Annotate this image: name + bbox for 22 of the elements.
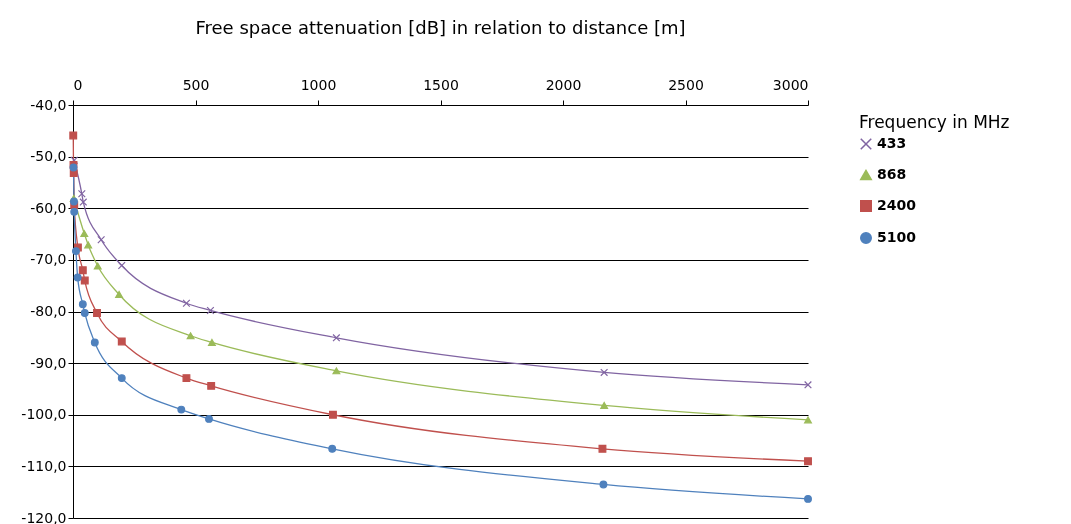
y-tick-label: -120,0 [21,509,67,524]
x-tick-label: 3000 [772,76,809,93]
x-tick-label: 1000 [300,76,337,93]
x-tick-label: 500 [182,76,210,93]
x-tick-label: 2000 [545,76,582,93]
y-tick-label: -80,0 [30,303,67,319]
y-tick-label: -40,0 [30,96,67,113]
y-tick-label: -90,0 [30,354,67,371]
y-tick-label: -70,0 [30,251,67,268]
x-tick-label: 2500 [668,76,704,93]
legend-label: 868 [877,166,907,182]
legend-title: Frequency in MHz [859,112,1010,132]
x-tick-label: 1500 [423,76,459,93]
y-tick-label: -60,0 [30,199,67,216]
chart-title: Free space attenuation [dB] in relation to distance [m] [195,17,686,38]
legend-label: 2400 [877,197,917,213]
legend-label: 5100 [877,229,917,245]
legend-label: 433 [877,135,907,151]
y-tick-label: -100,0 [21,406,67,423]
x-tick-label: 0 [73,76,83,93]
y-tick-label: -110,0 [21,457,67,474]
y-tick-label: -50,0 [30,148,67,165]
